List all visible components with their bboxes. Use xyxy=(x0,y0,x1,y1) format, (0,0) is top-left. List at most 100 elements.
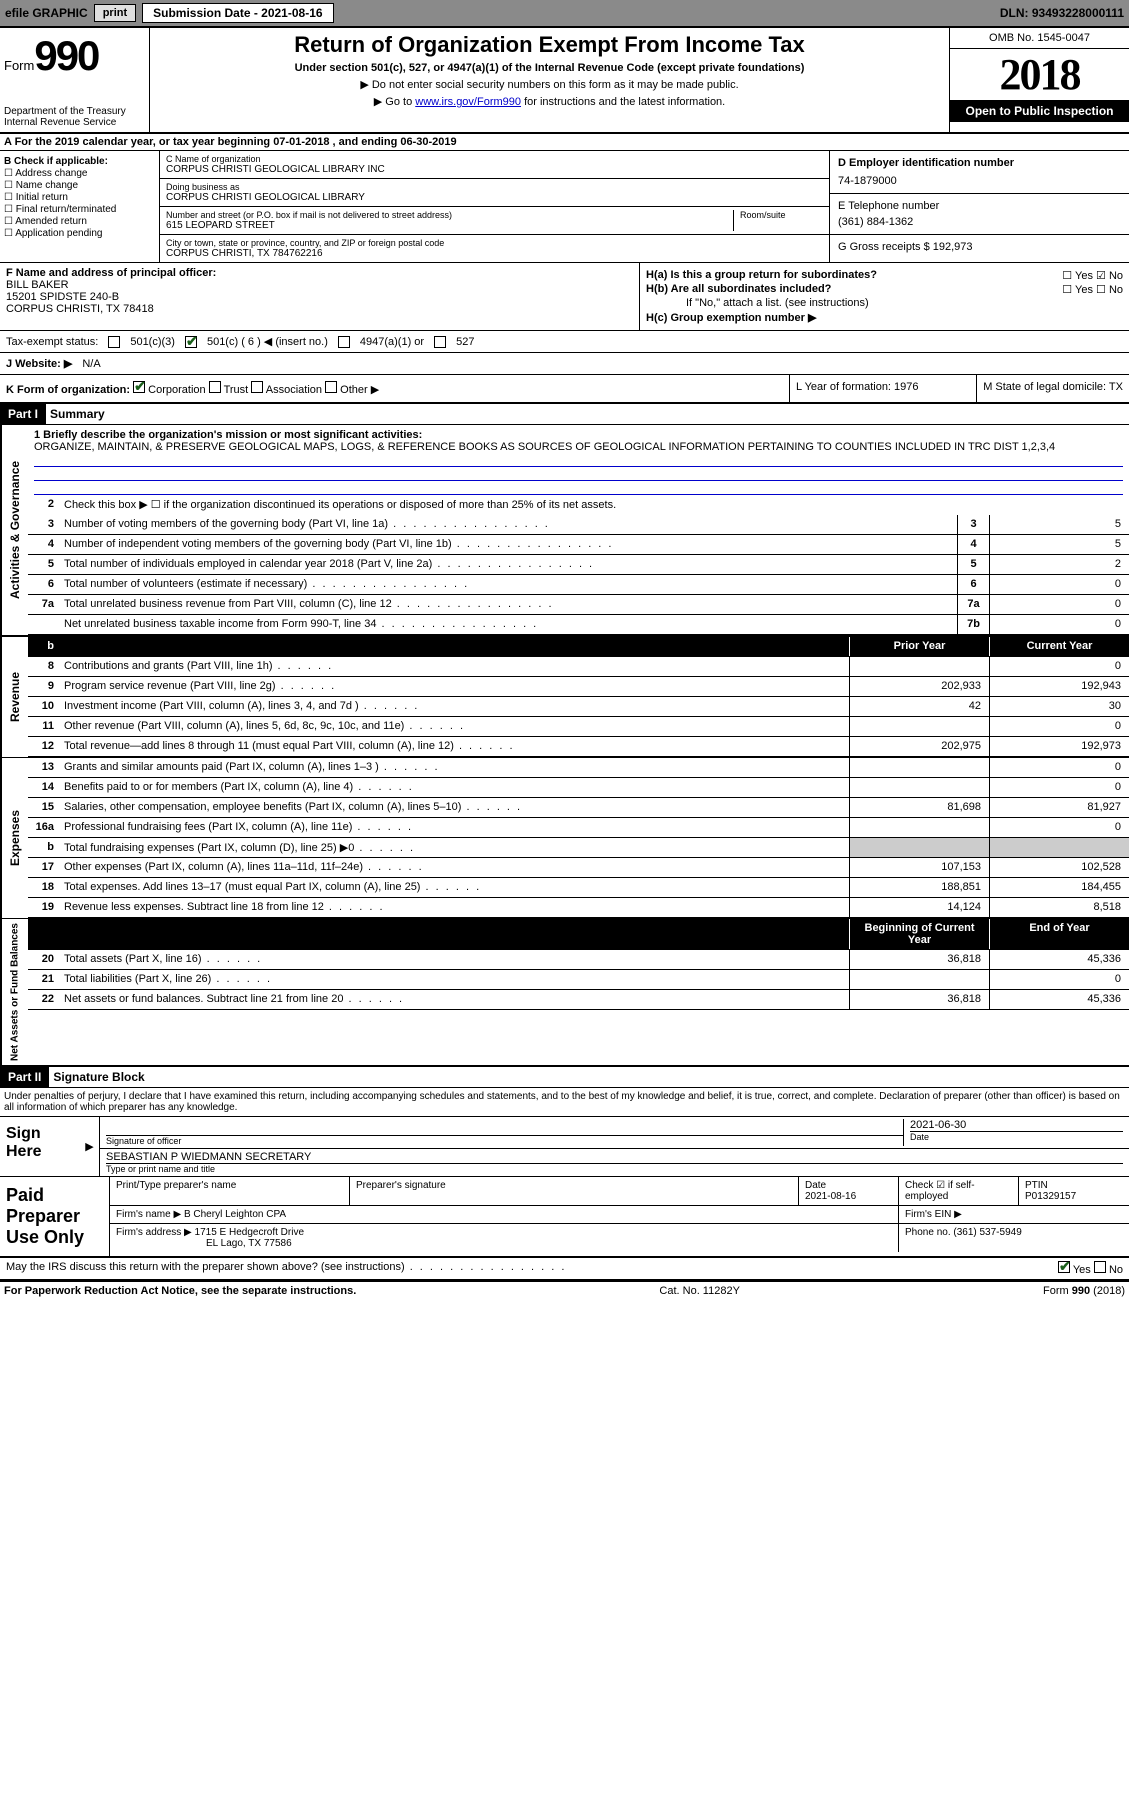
table-row: 18Total expenses. Add lines 13–17 (must … xyxy=(28,878,1129,898)
sign-here-block: Sign Here ▶ Signature of officer 2021-06… xyxy=(0,1117,1129,1177)
dba-label: Doing business as xyxy=(166,182,823,192)
form-container: Form990 Department of the Treasury Inter… xyxy=(0,26,1129,1300)
form-label: Form xyxy=(4,58,34,73)
header-left: Form990 Department of the Treasury Inter… xyxy=(0,28,150,132)
col-h: H(a) Is this a group return for subordin… xyxy=(639,263,1129,330)
part1-ag: Activities & Governance 1 Briefly descri… xyxy=(0,425,1129,637)
chk-assoc[interactable] xyxy=(251,381,263,393)
city-label: City or town, state or province, country… xyxy=(166,238,823,248)
col-lm: L Year of formation: 1976 M State of leg… xyxy=(789,375,1129,402)
omb-number: OMB No. 1545-0047 xyxy=(950,28,1129,49)
room-label: Room/suite xyxy=(740,210,823,220)
chk-corp[interactable] xyxy=(133,381,145,393)
chk-address[interactable]: Address change xyxy=(4,168,155,179)
year-formation: L Year of formation: 1976 xyxy=(790,375,977,402)
addr: 615 LEOPARD STREET xyxy=(166,220,733,231)
header-right: OMB No. 1545-0047 2018 Open to Public In… xyxy=(949,28,1129,132)
block-bcdefg: B Check if applicable: Address change Na… xyxy=(0,151,1129,263)
chk-name[interactable]: Name change xyxy=(4,180,155,191)
footer-left: For Paperwork Reduction Act Notice, see … xyxy=(4,1285,356,1297)
dept-label: Department of the Treasury Internal Reve… xyxy=(4,106,145,128)
part1-net: Net Assets or Fund Balances Beginning of… xyxy=(0,919,1129,1067)
officer-name: BILL BAKER xyxy=(6,279,633,291)
footer-right: Form 990 (2018) xyxy=(1043,1285,1125,1297)
org-name-label: C Name of organization xyxy=(166,154,823,164)
vert-exp: Expenses xyxy=(0,758,28,918)
table-row: 13Grants and similar amounts paid (Part … xyxy=(28,758,1129,778)
phone: (361) 884-1362 xyxy=(838,212,1121,228)
chk-4947[interactable] xyxy=(338,336,350,348)
vert-net: Net Assets or Fund Balances xyxy=(0,919,28,1065)
header-mid: Return of Organization Exempt From Incom… xyxy=(150,28,949,132)
state-domicile: M State of legal domicile: TX xyxy=(977,375,1129,402)
tax-year: 2018 xyxy=(950,49,1129,100)
table-row: 12Total revenue—add lines 8 through 11 (… xyxy=(28,737,1129,757)
table-row: Net unrelated business taxable income fr… xyxy=(28,615,1129,635)
note-link: ▶ Go to www.irs.gov/Form990 for instruct… xyxy=(158,95,941,108)
col-c: C Name of organization CORPUS CHRISTI GE… xyxy=(160,151,829,262)
table-row: bTotal fundraising expenses (Part IX, co… xyxy=(28,838,1129,858)
discuss-row: May the IRS discuss this return with the… xyxy=(0,1258,1129,1281)
chk-pending[interactable]: Application pending xyxy=(4,228,155,239)
declaration: Under penalties of perjury, I declare th… xyxy=(0,1088,1129,1117)
col-k: K Form of organization: Corporation Trus… xyxy=(0,375,789,402)
mission-text: ORGANIZE, MAINTAIN, & PRESERVE GEOLOGICA… xyxy=(34,441,1123,453)
table-row: 4Number of independent voting members of… xyxy=(28,535,1129,555)
chk-501c3[interactable] xyxy=(108,336,120,348)
table-row: 5Total number of individuals employed in… xyxy=(28,555,1129,575)
col-b: B Check if applicable: Address change Na… xyxy=(0,151,160,262)
form-number: 990 xyxy=(34,32,98,79)
dln: DLN: 93493228000111 xyxy=(1000,6,1124,20)
table-row: 21Total liabilities (Part X, line 26)0 xyxy=(28,970,1129,990)
print-button[interactable]: print xyxy=(94,4,136,22)
table-row: 20Total assets (Part X, line 16)36,81845… xyxy=(28,950,1129,970)
chk-trust[interactable] xyxy=(209,381,221,393)
table-row: 7aTotal unrelated business revenue from … xyxy=(28,595,1129,615)
irs-link[interactable]: www.irs.gov/Form990 xyxy=(415,96,521,108)
org-name: CORPUS CHRISTI GEOLOGICAL LIBRARY INC xyxy=(166,164,823,175)
officer-sig-name: SEBASTIAN P WIEDMANN SECRETARY xyxy=(106,1151,1123,1163)
table-row: 22Net assets or fund balances. Subtract … xyxy=(28,990,1129,1010)
table-row: 3Number of voting members of the governi… xyxy=(28,515,1129,535)
vert-rev: Revenue xyxy=(0,637,28,757)
website-row: J Website: ▶ N/A xyxy=(0,353,1129,375)
efile-label: efile GRAPHIC xyxy=(5,6,88,20)
chk-initial[interactable]: Initial return xyxy=(4,192,155,203)
officer-addr1: 15201 SPIDSTE 240-B xyxy=(6,291,633,303)
row-a: A For the 2019 calendar year, or tax yea… xyxy=(0,134,1129,151)
officer-addr2: CORPUS CHRISTI, TX 78418 xyxy=(6,303,633,315)
footer: For Paperwork Reduction Act Notice, see … xyxy=(0,1281,1129,1300)
dba: CORPUS CHRISTI GEOLOGICAL LIBRARY xyxy=(166,192,823,203)
part1-rev: Revenue b Prior Year Current Year 8Contr… xyxy=(0,637,1129,758)
chk-amended[interactable]: Amended return xyxy=(4,216,155,227)
note-ssn: ▶ Do not enter social security numbers o… xyxy=(158,78,941,91)
topbar: efile GRAPHIC print Submission Date - 20… xyxy=(0,0,1129,26)
city: CORPUS CHRISTI, TX 784762216 xyxy=(166,248,823,259)
form-title: Return of Organization Exempt From Incom… xyxy=(158,32,941,58)
table-row: 8Contributions and grants (Part VIII, li… xyxy=(28,657,1129,677)
table-row: 14Benefits paid to or for members (Part … xyxy=(28,778,1129,798)
vert-ag: Activities & Governance xyxy=(0,425,28,635)
row-klm: K Form of organization: Corporation Trus… xyxy=(0,375,1129,404)
paid-preparer-block: Paid Preparer Use Only Print/Type prepar… xyxy=(0,1177,1129,1258)
col-d: D Employer identification number 74-1879… xyxy=(829,151,1129,262)
line1: 1 Briefly describe the organization's mi… xyxy=(28,425,1129,495)
part1-header: Part I Summary xyxy=(0,404,1129,425)
discuss-no[interactable] xyxy=(1094,1261,1106,1273)
table-row: 16aProfessional fundraising fees (Part I… xyxy=(28,818,1129,838)
part1-exp: Expenses 13Grants and similar amounts pa… xyxy=(0,758,1129,919)
ein-label: D Employer identification number xyxy=(838,157,1014,169)
table-row: 9Program service revenue (Part VIII, lin… xyxy=(28,677,1129,697)
part2-header: Part II Signature Block xyxy=(0,1067,1129,1088)
open-inspection: Open to Public Inspection xyxy=(950,100,1129,122)
form-header: Form990 Department of the Treasury Inter… xyxy=(0,28,1129,134)
chk-501c[interactable] xyxy=(185,336,197,348)
chk-527[interactable] xyxy=(434,336,446,348)
discuss-yes[interactable] xyxy=(1058,1261,1070,1273)
chk-final[interactable]: Final return/terminated xyxy=(4,204,155,215)
chk-other[interactable] xyxy=(325,381,337,393)
addr-label: Number and street (or P.O. box if mail i… xyxy=(166,210,733,220)
table-row: 17Other expenses (Part IX, column (A), l… xyxy=(28,858,1129,878)
gross-receipts: G Gross receipts $ 192,973 xyxy=(838,241,1121,253)
table-row: 6Total number of volunteers (estimate if… xyxy=(28,575,1129,595)
